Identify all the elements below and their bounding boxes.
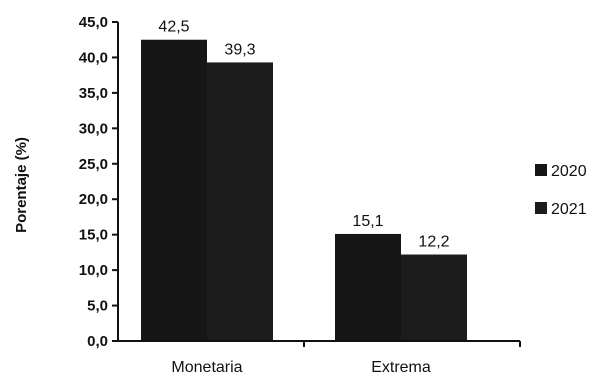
bar-extrema-2020	[335, 233, 401, 341]
x-tick-label: Extrema	[371, 359, 431, 376]
bar-monetaria-2020	[141, 39, 207, 341]
data-labels: 42,5 15,1 39,3 12,2	[158, 19, 449, 251]
data-label: 15,1	[352, 213, 383, 230]
y-axis-title: Porentaje (%)	[13, 137, 30, 233]
legend: 2020 2021	[535, 163, 587, 218]
bar-extrema-2021	[401, 254, 467, 341]
y-tick-label: 40,0	[79, 49, 108, 66]
bars	[141, 39, 467, 341]
y-tick-label: 20,0	[79, 191, 108, 208]
y-tick-label: 25,0	[79, 156, 108, 173]
y-tick-label: 45,0	[79, 14, 108, 31]
legend-swatch-2021	[535, 202, 547, 214]
legend-label-2020: 2020	[551, 163, 587, 180]
x-tick-label: Monetaria	[171, 359, 242, 376]
legend-label-2021: 2021	[551, 201, 587, 218]
x-axis-labels: Monetaria Extrema	[171, 359, 430, 376]
y-axis-ticks: 0,0 5,0 10,0 15,0 20,0 25,0 30,0 35,0 40,0 45,0	[79, 14, 521, 350]
y-tick-label: 10,0	[79, 262, 108, 279]
y-tick-label: 30,0	[79, 120, 108, 137]
data-label: 42,5	[158, 19, 189, 36]
data-label: 39,3	[224, 41, 255, 58]
bar-monetaria-2021	[207, 62, 273, 341]
data-label: 12,2	[418, 234, 449, 251]
y-tick-label: 15,0	[79, 227, 108, 244]
legend-swatch-2020	[535, 164, 547, 176]
y-tick-label: 35,0	[79, 85, 108, 102]
y-tick-label: 0,0	[87, 333, 108, 350]
y-tick-label: 5,0	[87, 298, 108, 315]
